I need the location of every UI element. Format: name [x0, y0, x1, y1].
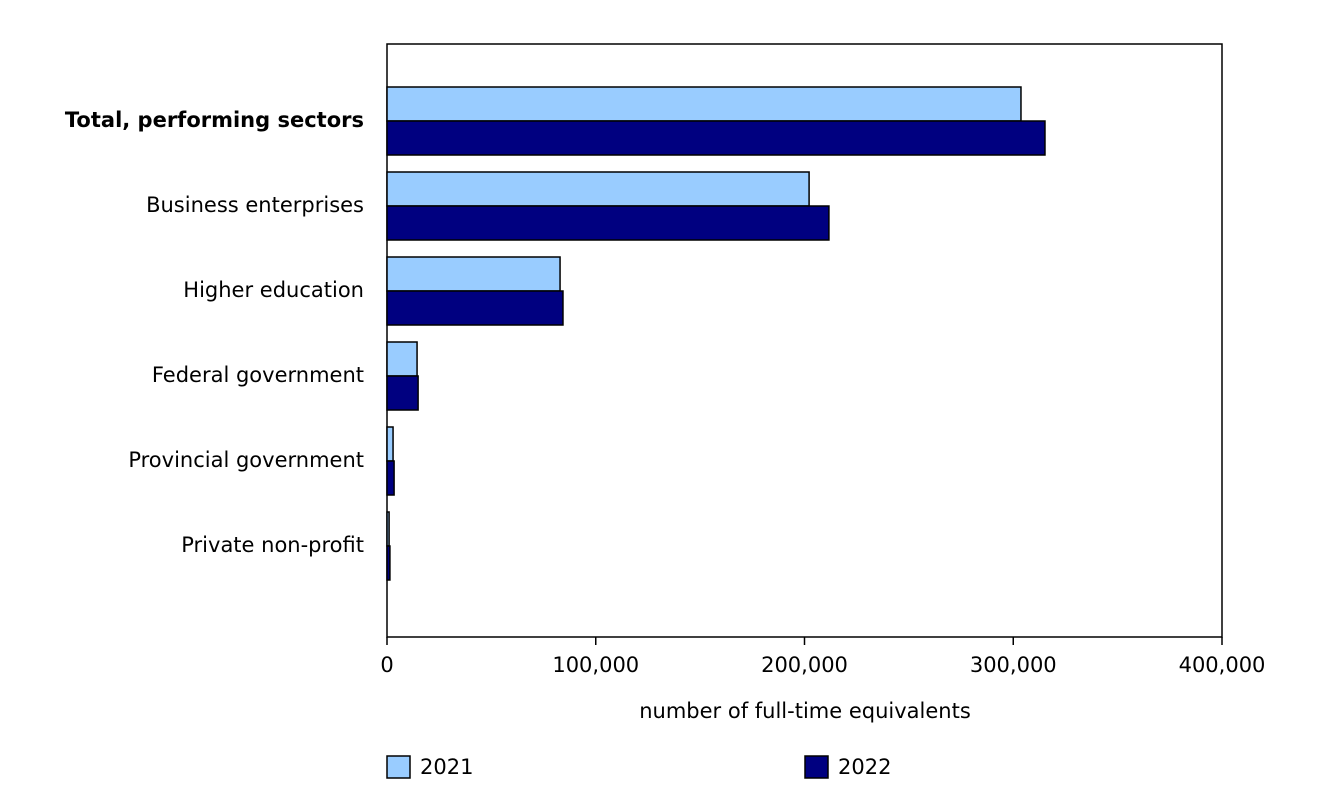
- legend-label: 2021: [420, 755, 473, 779]
- y-tick-label: Private non-profit: [181, 533, 364, 557]
- bar: [386, 511, 390, 547]
- bar: [386, 171, 810, 207]
- bar: [386, 256, 561, 292]
- y-tick-label: Business enterprises: [146, 193, 364, 217]
- bar: [386, 545, 391, 581]
- x-tick-label: 200,000: [761, 653, 848, 677]
- bar: [386, 120, 1046, 156]
- bar: [386, 86, 1022, 122]
- legend-swatch: [386, 755, 411, 779]
- legend-label: 2022: [838, 755, 891, 779]
- legend-swatch: [804, 755, 829, 779]
- y-tick-label: Federal government: [152, 363, 364, 387]
- bar: [386, 460, 395, 496]
- bar: [386, 341, 418, 377]
- y-tick-label: Provincial government: [128, 448, 364, 472]
- y-tick-label: Higher education: [183, 278, 364, 302]
- x-tick-label: 400,000: [1179, 653, 1266, 677]
- x-tick-label: 100,000: [552, 653, 639, 677]
- bar: [386, 290, 564, 326]
- bar: [386, 426, 394, 462]
- bar: [386, 375, 419, 411]
- bar: [386, 205, 830, 241]
- y-tick-label: Total, performing sectors: [65, 108, 364, 132]
- x-tick-label: 0: [380, 653, 393, 677]
- x-tick-label: 300,000: [970, 653, 1057, 677]
- x-axis-label: number of full-time equivalents: [639, 699, 971, 723]
